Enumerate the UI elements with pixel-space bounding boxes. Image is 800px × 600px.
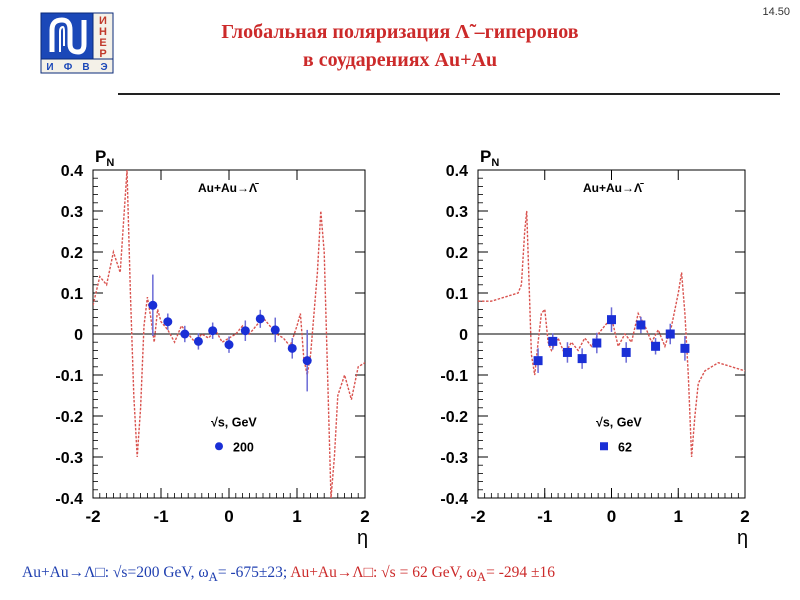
x-tick-label: -1 (537, 507, 552, 526)
legend-title: √s, GeV (211, 415, 257, 429)
x-tick-label: 0 (607, 507, 616, 526)
data-point (621, 347, 631, 357)
data-point (270, 325, 280, 335)
y-tick-label: -0.2 (440, 409, 468, 426)
legend-marker (600, 442, 608, 451)
data-point (533, 356, 543, 366)
data-point (548, 336, 558, 346)
polarization-chart-62: 0.4 0.3 0.2 0.1 0 -0.1 -0.2 -0.3 -0.4 -2 -1 0 1 2 PN η A… (415, 140, 760, 560)
x-tick-label: 0 (224, 507, 233, 526)
y-tick-label: 0.4 (61, 163, 83, 180)
legend-marker (215, 442, 223, 451)
x-tick-label: -1 (153, 507, 168, 526)
y-tick-label: 0.2 (61, 245, 83, 262)
y-tick-label: 0.2 (446, 245, 468, 262)
x-axis-label: η (357, 527, 368, 549)
legend-title: √s, GeV (596, 415, 642, 429)
y-tick-label: -0.3 (440, 450, 468, 467)
logo-letter-b3: В (82, 62, 89, 73)
y-tick-label: 0.3 (446, 204, 468, 221)
y-axis-label-sub: N (106, 157, 114, 169)
slide-number: 14.50 (762, 6, 790, 18)
y-tick-label: 0 (459, 327, 468, 344)
logo-letter-r1: И (99, 15, 107, 27)
y-tick-label: 0.1 (61, 286, 83, 303)
data-point (240, 326, 250, 336)
data-point (636, 320, 646, 330)
data-point (148, 300, 158, 310)
logo-letter-b1: И (46, 62, 53, 73)
data-point (651, 341, 661, 351)
data-point (193, 336, 203, 346)
model-curve (478, 210, 745, 458)
chart-svg-200: 0.4 0.3 0.2 0.1 0 -0.1 -0.2 -0.3 -0.4-2 -1 0 1 2 PN η A… (55, 147, 369, 549)
x-tick-label: -2 (85, 507, 100, 526)
logo-letter-r2: Н (99, 26, 107, 38)
data-point (287, 343, 297, 353)
logo-letter-b4: Э (100, 62, 107, 73)
reaction-label: Au+Au→Λ̄ (198, 181, 259, 195)
y-axis-label: PN (95, 147, 114, 169)
x-tick-label: 1 (674, 507, 683, 526)
legend-entry: 62 (618, 440, 632, 454)
y-tick-label: -0.2 (55, 409, 83, 426)
data-point (562, 347, 572, 357)
data-point (607, 315, 616, 325)
footer-62: Au+Au→Λ□: √s = 62 GeV, ωA= -294 ±16 (290, 564, 556, 585)
y-tick-label: -0.1 (440, 368, 468, 385)
data-point (577, 354, 587, 364)
footer-text: Au+Au→Λ□: √s=200 GeV, ωA= -675±23; Au+Au… (22, 563, 798, 587)
title-line-2: в соударениях Au+Au (302, 49, 498, 71)
title-divider (118, 93, 780, 95)
y-tick-label: -0.1 (55, 368, 83, 385)
chart-svg-62: 0.4 0.3 0.2 0.1 0 -0.1 -0.2 -0.3 -0.4-2 -1 0 1 2 PN η A… (440, 147, 749, 549)
x-tick-label: 1 (292, 507, 301, 526)
footer-200: Au+Au→Λ□: √s=200 GeV, ωA= -675±23; (22, 564, 288, 585)
logo-letter-r4: Р (99, 48, 106, 60)
x-tick-label: 2 (360, 507, 369, 526)
polarization-chart-200: 0.4 0.3 0.2 0.1 0 -0.1 -0.2 -0.3 -0.4 -2 -1 0 1 2 PN η A… (30, 140, 380, 560)
data-point (224, 340, 234, 350)
logo-letter-r3: Е (99, 37, 106, 49)
data-point (180, 329, 190, 339)
data-point (163, 317, 173, 327)
x-tick-label: 2 (740, 507, 749, 526)
y-axis-label: PN (480, 147, 499, 169)
data-point (302, 356, 312, 366)
data-point (665, 329, 675, 339)
y-tick-label: -0.3 (55, 450, 83, 467)
data-point (255, 314, 265, 324)
logo-letter-b2: Ф (64, 62, 73, 73)
y-tick-label: 0.1 (446, 286, 468, 303)
reaction-label: Au+Au→Λ̄ (583, 181, 644, 195)
data-point (680, 343, 690, 353)
model-curve (93, 170, 365, 498)
slide-title: Глобальная поляризация Λ̃ –гиперонов в с… (130, 18, 670, 74)
y-tick-label: 0.4 (446, 163, 468, 180)
x-axis-label: η (737, 527, 748, 549)
data-point (592, 338, 602, 348)
y-tick-label: 0.3 (61, 204, 83, 221)
title-line-1: Глобальная поляризация Λ̃ –гиперонов (221, 21, 579, 43)
legend-entry: 200 (233, 440, 254, 454)
y-tick-label: -0.4 (440, 491, 468, 508)
y-tick-label: -0.4 (55, 491, 83, 508)
institute-logo: И Н Е Р И Ф В Э (40, 12, 114, 74)
y-tick-label: 0 (74, 327, 83, 344)
data-point (208, 326, 218, 336)
x-tick-label: -2 (470, 507, 485, 526)
y-axis-label-sub: N (491, 157, 499, 169)
